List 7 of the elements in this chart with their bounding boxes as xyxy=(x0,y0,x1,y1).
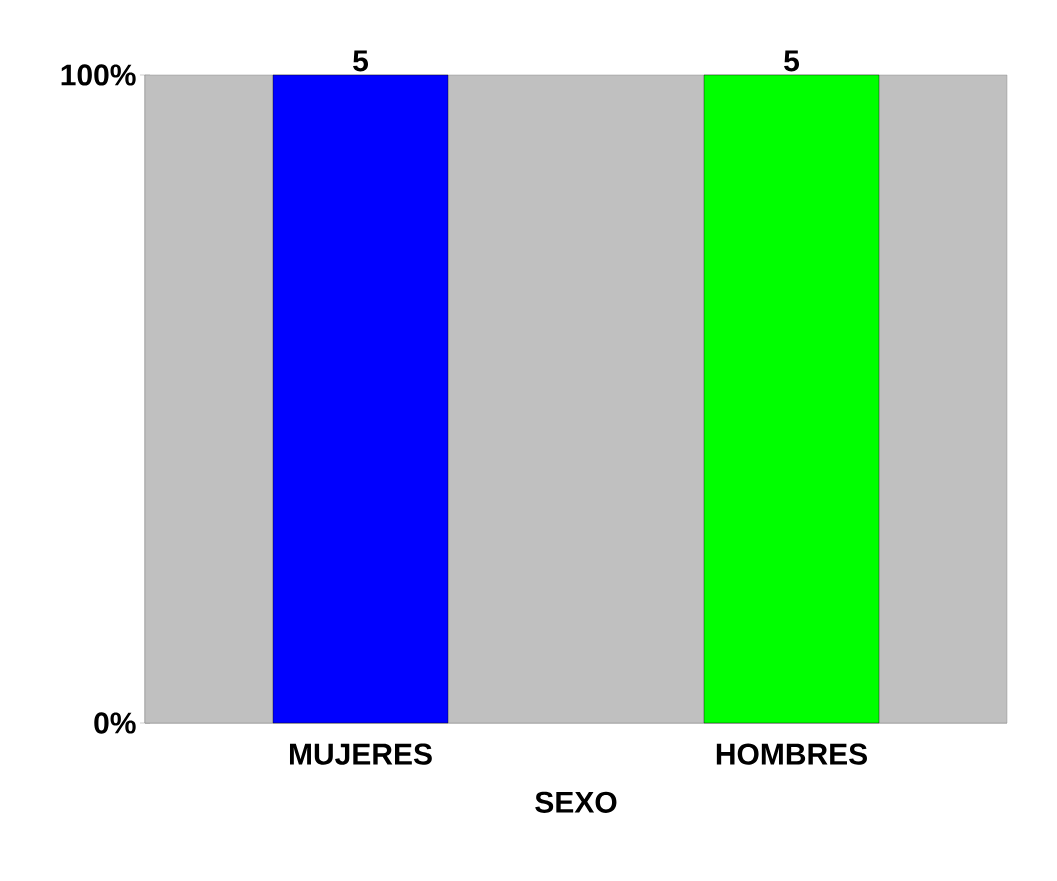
x-tick-label: HOMBRES xyxy=(716,743,867,765)
annotation: 5 xyxy=(353,50,369,72)
x-tick-label: MUJERES xyxy=(289,743,432,765)
y-tick-label: 0% xyxy=(94,712,136,734)
x-axis-title: SEXO xyxy=(535,791,617,813)
y-tick-label: 100% xyxy=(61,64,136,86)
annotation: 5 xyxy=(784,50,800,72)
